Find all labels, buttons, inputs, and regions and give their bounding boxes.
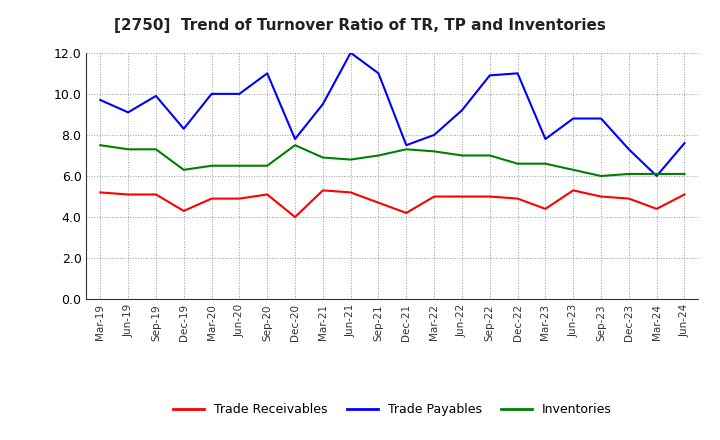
Inventories bbox=[318, 155, 327, 160]
Trade Payables bbox=[346, 50, 355, 55]
Text: [2750]  Trend of Turnover Ratio of TR, TP and Inventories: [2750] Trend of Turnover Ratio of TR, TP… bbox=[114, 18, 606, 33]
Inventories bbox=[96, 143, 104, 148]
Trade Receivables bbox=[680, 192, 689, 197]
Trade Receivables bbox=[458, 194, 467, 199]
Trade Receivables bbox=[652, 206, 661, 212]
Trade Payables bbox=[179, 126, 188, 132]
Trade Receivables bbox=[318, 188, 327, 193]
Trade Payables bbox=[597, 116, 606, 121]
Trade Receivables bbox=[152, 192, 161, 197]
Trade Payables bbox=[291, 136, 300, 142]
Inventories bbox=[346, 157, 355, 162]
Trade Receivables bbox=[207, 196, 216, 201]
Trade Payables bbox=[318, 102, 327, 107]
Trade Receivables bbox=[541, 206, 550, 212]
Trade Receivables bbox=[124, 192, 132, 197]
Trade Payables bbox=[152, 93, 161, 99]
Trade Payables bbox=[680, 140, 689, 146]
Inventories bbox=[513, 161, 522, 166]
Inventories bbox=[152, 147, 161, 152]
Trade Payables bbox=[263, 71, 271, 76]
Line: Inventories: Inventories bbox=[100, 145, 685, 176]
Trade Receivables bbox=[235, 196, 243, 201]
Trade Payables bbox=[569, 116, 577, 121]
Trade Receivables bbox=[402, 210, 410, 216]
Trade Payables bbox=[458, 108, 467, 113]
Trade Payables bbox=[124, 110, 132, 115]
Trade Payables bbox=[430, 132, 438, 138]
Inventories bbox=[235, 163, 243, 169]
Line: Trade Receivables: Trade Receivables bbox=[100, 191, 685, 217]
Inventories bbox=[402, 147, 410, 152]
Trade Receivables bbox=[291, 214, 300, 220]
Trade Receivables bbox=[513, 196, 522, 201]
Trade Payables bbox=[96, 97, 104, 103]
Inventories bbox=[124, 147, 132, 152]
Trade Payables bbox=[513, 71, 522, 76]
Inventories bbox=[541, 161, 550, 166]
Line: Trade Payables: Trade Payables bbox=[100, 53, 685, 176]
Inventories bbox=[652, 171, 661, 176]
Trade Payables bbox=[652, 173, 661, 179]
Inventories bbox=[207, 163, 216, 169]
Trade Receivables bbox=[430, 194, 438, 199]
Inventories bbox=[458, 153, 467, 158]
Trade Receivables bbox=[346, 190, 355, 195]
Inventories bbox=[569, 167, 577, 172]
Legend: Trade Receivables, Trade Payables, Inventories: Trade Receivables, Trade Payables, Inven… bbox=[168, 398, 617, 421]
Trade Receivables bbox=[179, 208, 188, 213]
Inventories bbox=[680, 171, 689, 176]
Inventories bbox=[179, 167, 188, 172]
Trade Receivables bbox=[263, 192, 271, 197]
Inventories bbox=[624, 171, 633, 176]
Inventories bbox=[291, 143, 300, 148]
Trade Payables bbox=[485, 73, 494, 78]
Inventories bbox=[597, 173, 606, 179]
Inventories bbox=[485, 153, 494, 158]
Trade Receivables bbox=[96, 190, 104, 195]
Inventories bbox=[374, 153, 383, 158]
Trade Receivables bbox=[597, 194, 606, 199]
Inventories bbox=[263, 163, 271, 169]
Trade Receivables bbox=[485, 194, 494, 199]
Trade Payables bbox=[624, 147, 633, 152]
Trade Payables bbox=[235, 91, 243, 96]
Trade Payables bbox=[207, 91, 216, 96]
Trade Payables bbox=[374, 71, 383, 76]
Trade Receivables bbox=[569, 188, 577, 193]
Trade Receivables bbox=[374, 200, 383, 205]
Trade Receivables bbox=[624, 196, 633, 201]
Inventories bbox=[430, 149, 438, 154]
Trade Payables bbox=[541, 136, 550, 142]
Trade Payables bbox=[402, 143, 410, 148]
